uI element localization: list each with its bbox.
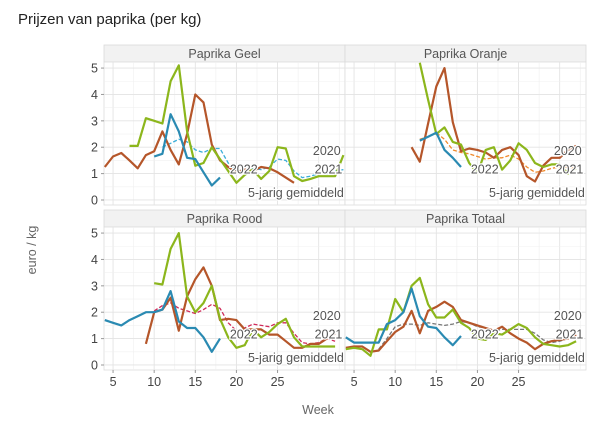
panel-paprika-totaal: Paprika Totaal 5 10 15 20 25 2020 2021 2022 5-jar… (344, 209, 587, 389)
y-tick-label: 0 (91, 193, 98, 207)
y-tick-label: 5 (91, 62, 98, 76)
y-tick-label: 4 (91, 253, 98, 267)
label-2020: 2020 (313, 309, 341, 323)
panel-background (344, 61, 587, 206)
panel-background (103, 226, 346, 371)
series-line-2021 (154, 232, 336, 349)
panel-background (103, 61, 346, 206)
series-line-2022 (153, 113, 221, 187)
series-line-2020 (345, 300, 577, 353)
y-tick-label: 2 (91, 306, 98, 320)
x-tick-label: 10 (388, 375, 402, 389)
x-tick-label: 25 (271, 375, 285, 389)
label-2022: 2022 (471, 328, 499, 342)
series-line-2021 (418, 62, 577, 175)
y-tick-label: 0 (91, 358, 98, 372)
label-2021: 2021 (315, 328, 343, 342)
label-2021: 2021 (556, 328, 584, 342)
facet-title: Paprika Oranje (424, 47, 507, 61)
x-tick-label: 10 (147, 375, 161, 389)
y-tick-label: 4 (91, 88, 98, 102)
plot-area: 2020 2021 2022 5-jarig gemiddeld (104, 64, 345, 201)
panel-paprika-rood: Paprika Rood 0 1 2 3 4 5 5 10 15 20 25 2020 2021 2022 5… (91, 209, 346, 389)
label-2022: 2022 (230, 328, 258, 342)
y-tick-label: 2 (91, 141, 98, 155)
x-tick-label: 15 (429, 375, 443, 389)
y-tick-label: 3 (91, 114, 98, 128)
y-axis-label: euro / kg (25, 226, 39, 275)
label-2020: 2020 (554, 144, 582, 158)
series-line-avg (419, 132, 577, 173)
label-5-jarig-gemiddeld: 5-jarig gemiddeld (248, 351, 344, 365)
panel-background (344, 226, 587, 371)
x-tick-label: 5 (110, 375, 117, 389)
facet-title: Paprika Totaal (426, 212, 505, 226)
y-tick-label: 5 (91, 227, 98, 241)
label-2020: 2020 (554, 309, 582, 323)
series-line-2020 (410, 66, 577, 183)
chart-title: Prijzen van paprika (per kg) (18, 11, 202, 28)
series-line-2021 (129, 64, 345, 184)
series-line-2022 (345, 287, 462, 347)
x-tick-label: 25 (512, 375, 526, 389)
panel-paprika-geel: Paprika Geel 0 1 2 3 4 5 2020 2021 2022 5-jarig ge… (91, 44, 346, 207)
plot-area: 2020 2021 2022 5-jarig gemiddeld (410, 62, 586, 201)
series-line-2022 (419, 131, 462, 168)
x-tick-label: 20 (470, 375, 484, 389)
label-2022: 2022 (230, 163, 258, 177)
label-2020: 2020 (313, 144, 341, 158)
y-tick-label: 1 (91, 167, 98, 181)
series-line-2022 (104, 290, 221, 353)
label-5-jarig-gemiddeld: 5-jarig gemiddeld (248, 186, 344, 200)
plot-area: 2020 2021 2022 5-jarig gemiddeld (104, 232, 345, 366)
x-tick-label: 5 (351, 375, 358, 389)
series-line-avg (162, 138, 344, 179)
series-line-2020 (104, 93, 295, 184)
facet-title: Paprika Geel (188, 47, 260, 61)
x-axis-label: Week (302, 403, 334, 417)
label-2021: 2021 (556, 163, 584, 177)
label-2022: 2022 (471, 163, 499, 177)
x-tick-label: 20 (229, 375, 243, 389)
label-2021: 2021 (315, 163, 343, 177)
panel-paprika-oranje: Paprika Oranje 2020 2021 2022 5-jarig gemidd… (344, 44, 587, 206)
x-tick-label: 15 (188, 375, 202, 389)
series-line-avg (378, 320, 577, 350)
y-tick-label: 3 (91, 279, 98, 293)
label-5-jarig-gemiddeld: 5-jarig gemiddeld (489, 351, 585, 365)
plot-area: 2020 2021 2022 5-jarig gemiddeld (345, 276, 586, 366)
facet-title: Paprika Rood (187, 212, 263, 226)
y-tick-label: 1 (91, 332, 98, 346)
label-5-jarig-gemiddeld: 5-jarig gemiddeld (489, 186, 585, 200)
